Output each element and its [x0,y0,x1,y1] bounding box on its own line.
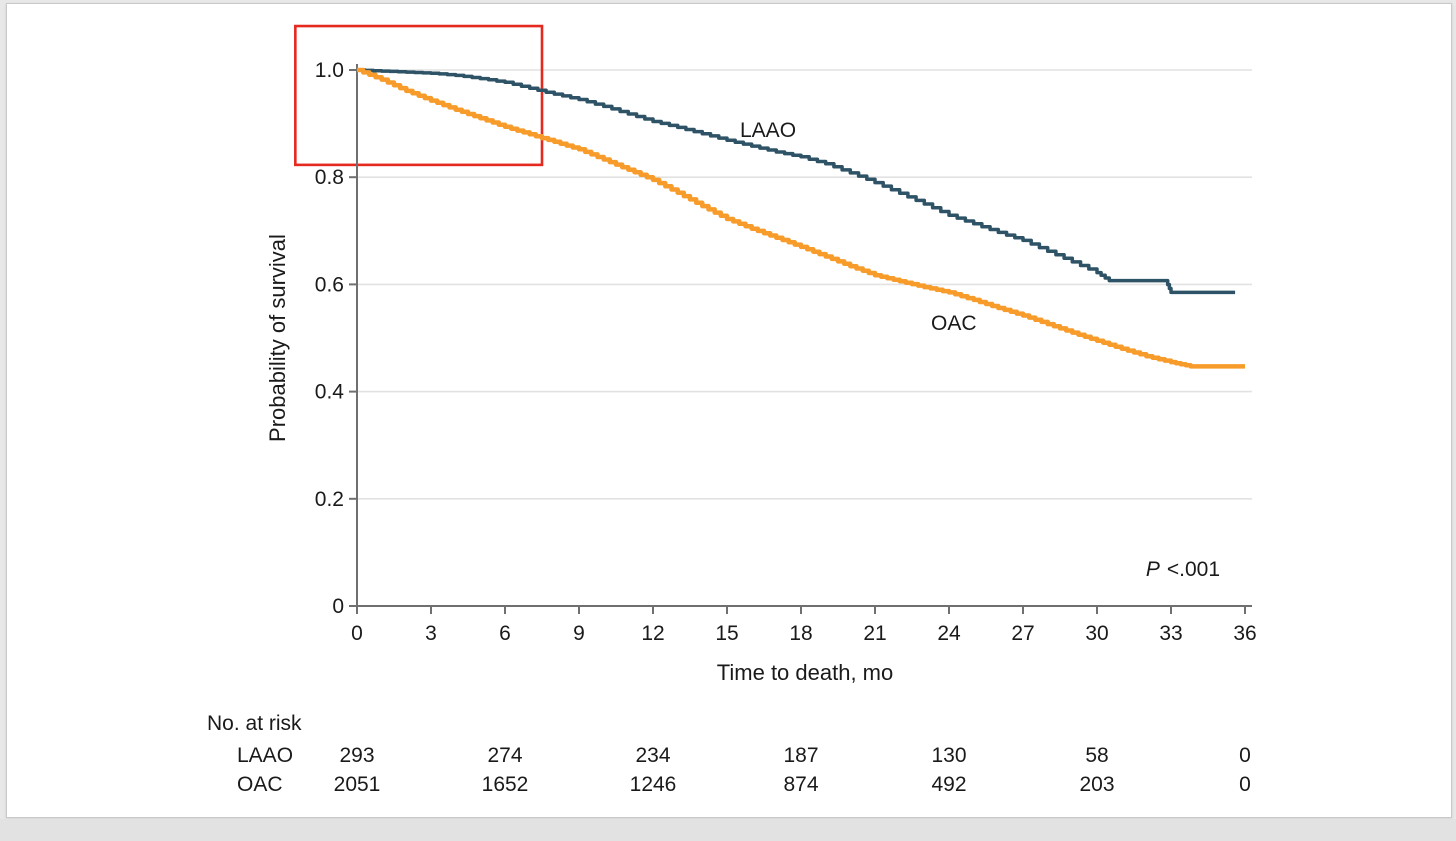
p-value-number: <.001 [1166,558,1220,581]
oac-curve-label: OAC [931,312,977,335]
risk-value: 130 [931,744,967,767]
x-axis-title: Time to death, mo [716,660,894,685]
risk-value: 492 [931,773,967,796]
risk-row-label-oac: OAC [237,773,283,796]
red-highlight-box [294,24,544,167]
risk-value: 0 [1239,773,1251,796]
laao-curve-label: LAAO [740,119,797,142]
x-tick-label: 18 [789,622,812,645]
x-tick-label: 24 [937,622,961,645]
risk-value: 293 [339,744,375,767]
y-tick-label: 0.4 [315,381,345,404]
risk-table-title: No. at risk [207,712,302,735]
p-value-italic-p: P [1145,558,1160,581]
risk-value: 234 [635,744,671,767]
risk-value: 0 [1239,744,1251,767]
risk-value: 274 [487,744,523,767]
x-tick-label: 9 [573,622,585,645]
y-tick-label: 1.0 [315,59,344,82]
risk-value: 1652 [481,773,529,796]
x-tick-label: 0 [351,622,363,645]
risk-value: 203 [1079,773,1115,796]
x-tick-label: 12 [641,622,664,645]
x-tick-label: 27 [1011,622,1034,645]
x-tick-label: 30 [1085,622,1108,645]
laao-curve [357,68,1236,295]
risk-row-label-laao: LAAO [237,744,294,767]
risk-value: 58 [1085,744,1109,767]
x-tick-label: 36 [1233,622,1256,645]
x-tick-label: 33 [1159,622,1182,645]
p-value-annotation: P <.001 [1146,558,1220,582]
x-tick-label: 15 [715,622,738,645]
risk-value: 874 [783,773,819,796]
y-tick-label: 0.6 [315,273,344,296]
bottom-gray-strip [0,819,1456,841]
x-tick-label: 3 [425,622,437,645]
y-tick-label: 0.8 [315,166,344,189]
oac-curve [357,67,1245,369]
risk-value: 2051 [333,773,381,796]
y-tick-label: 0 [332,595,344,618]
y-tick-label: 0.2 [315,488,344,511]
risk-value: 1246 [629,773,677,796]
x-tick-label: 21 [863,622,886,645]
risk-value: 187 [783,744,819,767]
x-tick-label: 6 [499,622,511,645]
